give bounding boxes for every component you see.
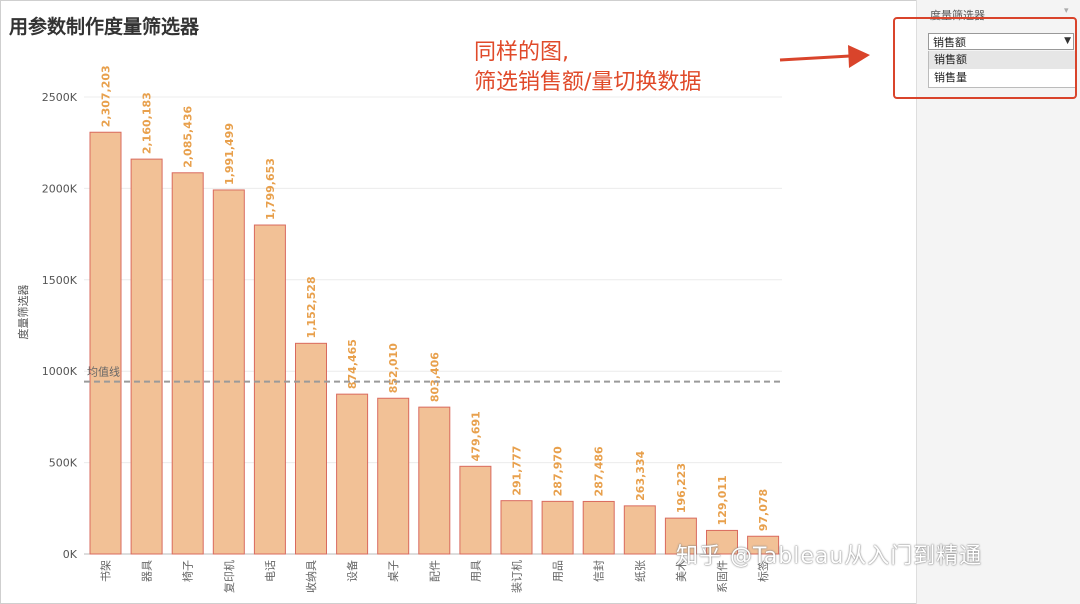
y-tick-label: 2000K	[42, 182, 78, 195]
category-label: 标签	[756, 560, 770, 582]
chevron-down-icon[interactable]: ▼	[1064, 36, 1071, 46]
data-label: 291,777	[511, 446, 524, 496]
dropdown-value: 销售额	[933, 36, 966, 49]
bar	[377, 397, 410, 555]
annotation-text: 同样的图, 筛选销售额/量切换数据	[474, 38, 701, 98]
bar	[500, 500, 533, 555]
y-tick-label: 2500K	[42, 91, 78, 104]
category-label: 复印机	[222, 560, 236, 593]
data-label: 97,078	[757, 489, 770, 531]
data-label: 874,465	[346, 339, 359, 389]
category-label: 收纳具	[304, 560, 318, 593]
dropdown-options: 销售额 销售量	[928, 51, 1076, 88]
category-label: 纸张	[634, 560, 647, 582]
category-label: 书架	[100, 560, 113, 582]
bar	[418, 406, 451, 555]
category-label: 美术	[675, 560, 688, 582]
watermark: 知乎 @Tableau从入门到精通	[676, 544, 983, 569]
y-tick-label: 500K	[49, 457, 78, 470]
category-label: 系固件	[716, 560, 729, 593]
data-label: 1,799,653	[264, 158, 277, 220]
collapse-icon[interactable]: ▾	[1064, 6, 1069, 16]
data-label: 1,152,528	[305, 276, 318, 338]
category-label: 设备	[345, 560, 359, 582]
option-sales-amount[interactable]: 销售额	[929, 51, 1075, 69]
data-label: 2,085,436	[182, 106, 195, 168]
page-title: 用参数制作度量筛选器	[9, 16, 200, 38]
data-label: 852,010	[387, 343, 400, 393]
data-label: 803,406	[428, 352, 441, 402]
option-sales-quantity[interactable]: 销售量	[934, 71, 967, 84]
bar	[664, 517, 697, 555]
data-label: 196,223	[675, 463, 688, 513]
bar-chart: 0K 500K 1000K 1500K 2000K 2500K 度量筛选器 2,307,203…	[16, 65, 782, 593]
bar	[459, 465, 492, 555]
category-label: 椅子	[181, 560, 195, 582]
category-label: 桌子	[387, 560, 400, 582]
filter-panel	[916, 0, 1080, 604]
bar	[253, 224, 286, 555]
bar	[706, 529, 738, 555]
bar	[747, 535, 780, 555]
data-label: 2,307,203	[100, 65, 113, 127]
bar	[541, 500, 574, 555]
data-label: 263,334	[634, 450, 647, 500]
data-label: 1,991,499	[223, 123, 236, 185]
bar	[295, 342, 327, 555]
category-label: 装订机	[510, 560, 524, 593]
bar	[89, 131, 122, 555]
data-label: 129,011	[716, 475, 729, 525]
category-label: 用品	[552, 560, 565, 582]
y-tick-label: 0K	[63, 548, 78, 561]
y-axis-label: 度量筛选器	[16, 285, 30, 340]
annotation-arrow	[779, 45, 870, 68]
data-label: 287,486	[593, 446, 606, 496]
annotation-line-2: 筛选销售额/量切换数据	[474, 70, 702, 95]
bar	[171, 172, 204, 555]
bar	[130, 158, 163, 555]
category-label: 器具	[141, 560, 154, 582]
measure-dropdown[interactable]: 销售额 ▼	[928, 33, 1074, 50]
annotation-line-1: 同样的图,	[474, 40, 569, 65]
y-tick-label: 1000K	[42, 365, 78, 378]
highlight-box	[893, 17, 1077, 99]
data-label: 2,160,183	[141, 92, 154, 154]
category-label: 配件	[428, 560, 441, 582]
y-tick-label: 1500K	[42, 274, 78, 287]
category-label: 信封	[592, 560, 606, 582]
bar	[623, 505, 656, 555]
category-label: 用具	[469, 560, 482, 582]
category-label: 电话	[264, 560, 277, 582]
data-label: 287,970	[552, 446, 565, 496]
bar	[582, 500, 615, 555]
bar	[336, 393, 369, 555]
reference-line-label: 均值线	[87, 365, 120, 379]
data-label: 479,691	[469, 411, 482, 461]
bar	[212, 189, 245, 555]
